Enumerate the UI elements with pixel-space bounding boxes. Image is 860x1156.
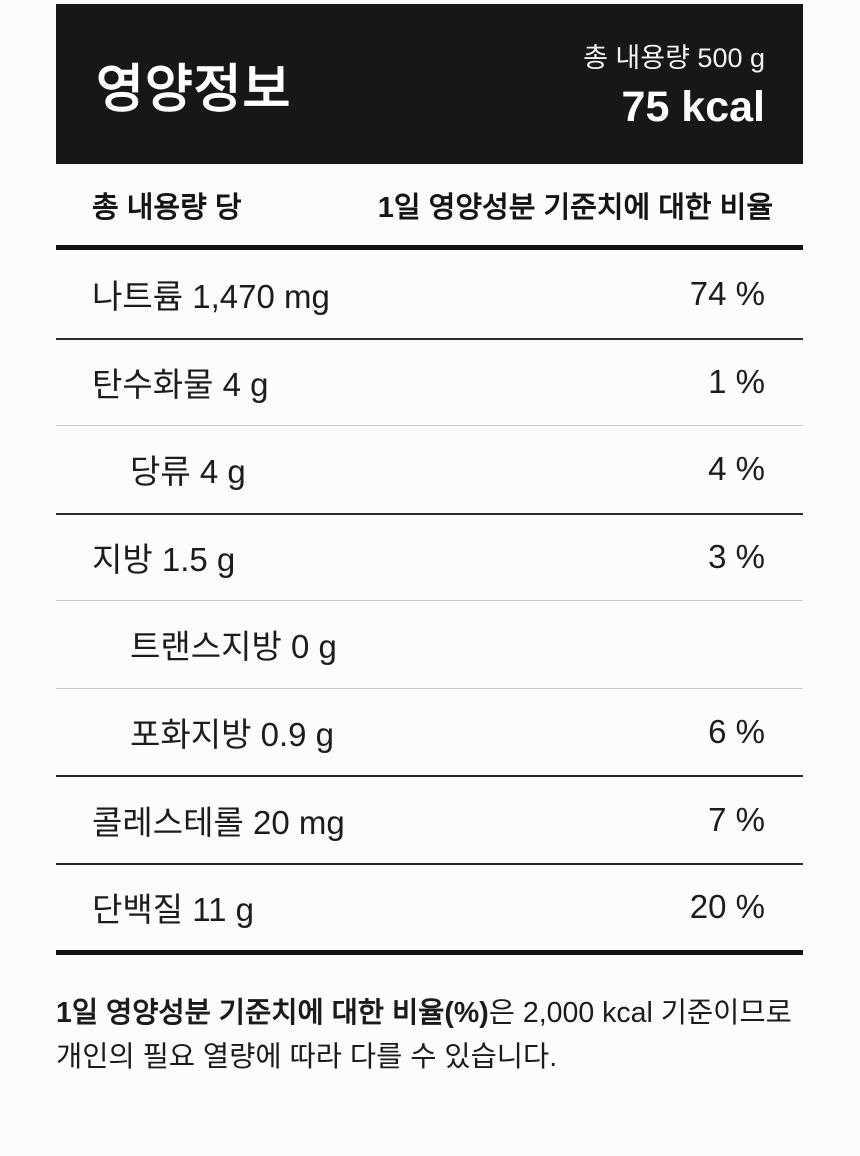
nutrient-percent: 74 %	[689, 274, 765, 312]
nutrient-row-protein: 단백질 11 g 20 %	[56, 862, 803, 951]
column-header-daily-value: 1일 영양성분 기준치에 대한 비율	[377, 191, 773, 224]
nutrition-title: 영양정보	[96, 60, 292, 119]
header-right-block: 총 내용량 500 g 75 kcal	[583, 36, 765, 132]
nutrition-header: 영양정보 총 내용량 500 g 75 kcal	[56, 4, 803, 164]
nutrient-label: 트랜스지방 0 g	[130, 628, 337, 666]
daily-value-footnote: 1일 영양성분 기준치에 대한 비율(%)은 2,000 kcal 기준이므로 …	[56, 991, 801, 1079]
header-divider-thick	[56, 245, 803, 250]
nutrient-table: 나트륨 1,470 mg 74 % 탄수화물 4 g 1 % 당류 4 g 4 …	[56, 250, 803, 950]
footer-divider-thick	[56, 950, 803, 955]
nutrient-row-fat: 지방 1.5 g 3 %	[56, 512, 803, 601]
footnote-rest-text: 은 2,000 kcal 기준이므로 개인의 필요 열량에 따라 다를 수 있습…	[56, 997, 792, 1074]
nutrition-label: 영양정보 총 내용량 500 g 75 kcal 총 내용량 당 1일 영양성분…	[56, 0, 803, 1079]
nutrient-row-saturated-fat: 포화지방 0.9 g 6 %	[56, 687, 803, 776]
nutrient-percent: 6 %	[708, 712, 765, 750]
nutrient-percent: 3 %	[708, 538, 765, 576]
nutrient-label: 포화지방 0.9 g	[130, 715, 335, 753]
nutrient-percent: 20 %	[689, 888, 765, 926]
nutrient-label: 나트륨 1,470 mg	[92, 277, 330, 315]
nutrient-label: 당류 4 g	[130, 453, 246, 491]
nutrient-percent: 7 %	[708, 800, 765, 838]
nutrient-label: 탄수화물 4 g	[92, 366, 269, 404]
nutrient-label: 단백질 11 g	[92, 891, 255, 929]
nutrient-label: 콜레스테롤 20 mg	[92, 803, 345, 841]
footnote-bold-text: 1일 영양성분 기준치에 대한 비율(%)	[56, 997, 489, 1029]
nutrient-row-carbohydrate: 탄수화물 4 g 1 %	[56, 337, 803, 426]
total-amount: 총 내용량 500 g	[583, 43, 765, 73]
column-header-serving: 총 내용량 당	[92, 191, 242, 224]
calories-value: 75 kcal	[621, 83, 765, 131]
nutrient-percent: 1 %	[708, 363, 765, 401]
nutrient-row-sugars: 당류 4 g 4 %	[56, 425, 803, 513]
nutrient-row-cholesterol: 콜레스테롤 20 mg 7 %	[56, 775, 803, 863]
nutrient-row-sodium: 나트륨 1,470 mg 74 %	[56, 250, 803, 338]
table-column-header: 총 내용량 당 1일 영양성분 기준치에 대한 비율	[56, 164, 803, 245]
nutrient-row-trans-fat: 트랜스지방 0 g	[56, 600, 803, 688]
nutrient-percent: 4 %	[708, 450, 765, 488]
nutrient-label: 지방 1.5 g	[92, 541, 236, 579]
